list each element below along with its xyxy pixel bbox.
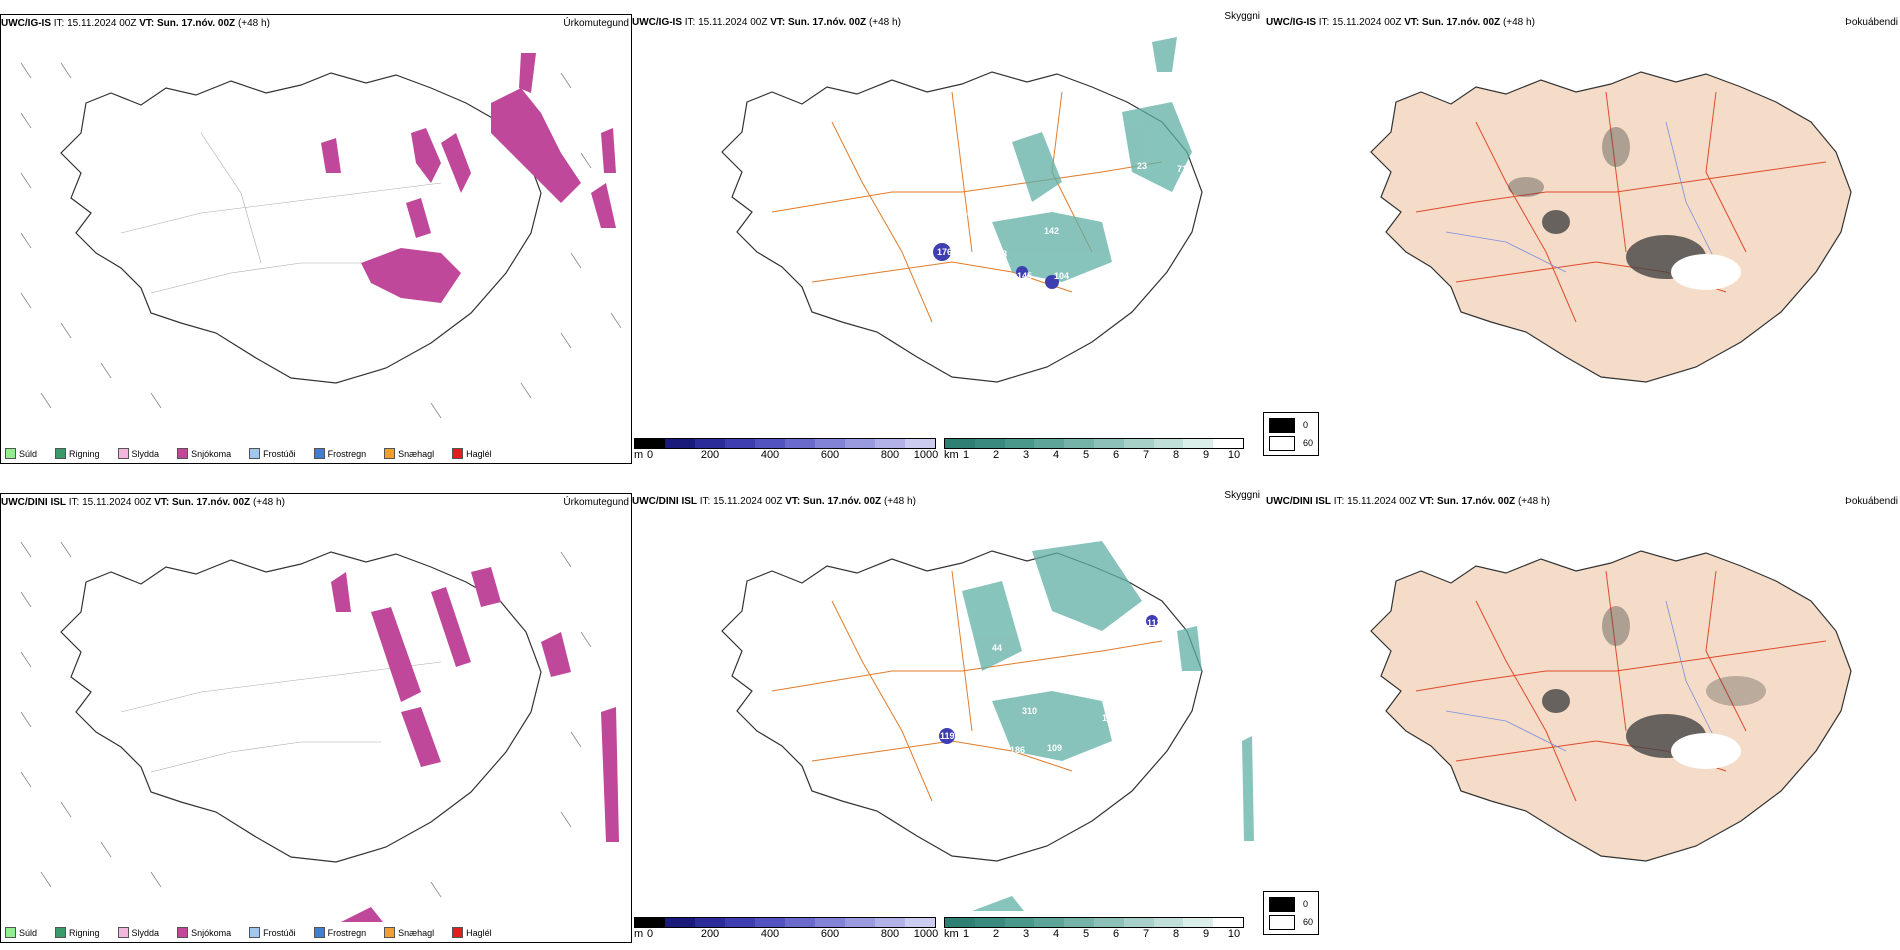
panel-title: Skyggni	[1224, 490, 1260, 501]
cloud-label: 128	[992, 249, 1007, 259]
legend-swatch	[313, 448, 325, 459]
fog-panel-bottom: UWC/DINI ISL IT: 15.11.2024 00Z VT: Sun.…	[1263, 493, 1900, 943]
legend-swatch	[452, 448, 464, 459]
cloud-label: 142	[1044, 226, 1059, 236]
cloud-label: 18	[967, 658, 977, 668]
cloud-label: 145	[1017, 271, 1032, 281]
cloud-label: 208	[962, 209, 977, 219]
cloud-label: 44	[992, 643, 1002, 653]
cloud-label: 23	[1137, 161, 1147, 171]
legend-item: Súld	[5, 448, 37, 459]
legend-item: Haglél	[452, 927, 492, 938]
legend-swatch	[177, 448, 189, 459]
visibility-colorbar: km 1 2 3 4 5 6 7 8 9 10	[944, 917, 1244, 942]
legend-swatch	[249, 927, 261, 938]
cloud-label: 23	[962, 154, 972, 164]
cloud-label: 104	[1054, 271, 1069, 281]
fog-map	[1370, 550, 1852, 862]
cloud-label: 236	[1112, 743, 1127, 753]
fog-map	[1370, 71, 1852, 383]
legend-swatch	[55, 927, 67, 938]
legend-item: Snjókoma	[177, 448, 231, 459]
legend-item: Frostregn	[313, 927, 366, 938]
fog-panel-top: UWC/IG-IS IT: 15.11.2024 00Z VT: Sun. 17…	[1263, 14, 1900, 464]
panel-header: UWC/DINI ISL IT: 15.11.2024 00Z VT: Sun.…	[1266, 496, 1550, 507]
legend-item: Rigning	[55, 927, 100, 938]
panel-title: Skyggni	[1224, 11, 1260, 22]
legend-swatch	[5, 927, 16, 938]
panel-title: Úrkomutegund	[563, 497, 629, 508]
precip-legend: Súld Rigning Slydda Snjókoma Frostúði Fr…	[5, 448, 506, 459]
fog-swatch	[1269, 435, 1295, 451]
panel-header: UWC/IG-IS IT: 15.11.2024 00Z VT: Sun. 17…	[1266, 17, 1535, 28]
legend-swatch	[384, 927, 396, 938]
cloud-label: 112	[1147, 618, 1162, 628]
fog-swatch	[1269, 914, 1295, 930]
legend-swatch	[313, 927, 325, 938]
panel-header: UWC/DINI ISL IT: 15.11.2024 00Z VT: Sun.…	[632, 496, 916, 507]
legend-item: Slydda	[117, 448, 159, 459]
legend-item: Slydda	[117, 927, 159, 938]
panel-title: Þokuábendi	[1845, 17, 1898, 28]
panel-title: Úrkomutegund	[563, 18, 629, 29]
precip-legend: Súld Rigning Slydda Snjókoma Frostúði Fr…	[5, 927, 506, 938]
legend-swatch	[55, 448, 67, 459]
lead-time: (+48 h)	[237, 18, 270, 29]
cloudbase-colorbar: m 0 200 400 600 800 1000	[634, 438, 938, 463]
fog-swatch	[1269, 417, 1295, 433]
panel-header: UWC/IG-IS IT: 15.11.2024 00Z VT: Sun. 17…	[1, 15, 631, 33]
cloud-panel-bottom: UWC/DINI ISL IT: 15.11.2024 00Z VT: Sun.…	[632, 490, 1262, 943]
legend-item: Haglél	[452, 448, 492, 459]
cloud-label: 229	[1037, 683, 1052, 693]
cloud-label: 186	[1010, 745, 1025, 755]
precip-map	[20, 53, 622, 419]
cloudbase-colorbar: m 0 200 400 600 800 1000	[634, 917, 938, 942]
legend-swatch	[177, 927, 189, 938]
cloud-label: 76	[1042, 638, 1052, 648]
cloud-label: 310	[1022, 706, 1037, 716]
legend-swatch	[117, 448, 129, 459]
cloud-panel-top: UWC/IG-IS IT: 15.11.2024 00Z VT: Sun. 17…	[632, 11, 1262, 464]
panel-header: UWC/DINI ISL IT: 15.11.2024 00Z VT: Sun.…	[1, 497, 285, 508]
cloud-label: 32	[987, 733, 997, 743]
legend-item: Snæhagl	[384, 927, 434, 938]
init-time: IT: 15.11.2024 00Z	[53, 18, 137, 29]
legend-item: Rigning	[55, 448, 100, 459]
legend-swatch	[117, 927, 129, 938]
legend-item: Snjókoma	[177, 927, 231, 938]
legend-swatch	[384, 448, 396, 459]
legend-item: Frostregn	[313, 448, 366, 459]
panel-header: UWC/IG-IS IT: 15.11.2024 00Z VT: Sun. 17…	[632, 17, 901, 28]
cloud-label: 222	[1087, 272, 1102, 282]
valid-time: VT: Sun. 17.nóv. 00Z	[139, 18, 236, 29]
legend-swatch	[249, 448, 261, 459]
cloud-map: 23 142 145 104 222 176 128 208 23 712	[721, 37, 1203, 383]
fog-legend: 0 60	[1263, 891, 1320, 935]
cloud-map: 112 44 76 18 229 310 186 109 190 236 119…	[721, 541, 1254, 911]
legend-swatch	[452, 927, 464, 938]
visibility-colorbar: km 1 2 3 4 5 6 7 8 9 10	[944, 438, 1244, 463]
fog-swatch	[1269, 896, 1295, 912]
legend-swatch	[5, 448, 16, 459]
legend-item: Snæhagl	[384, 448, 434, 459]
legend-item: Frostúði	[249, 448, 296, 459]
fog-legend: 0 60	[1263, 412, 1320, 456]
cloud-label: 712	[1177, 164, 1192, 174]
model-name: UWC/IG-IS	[1, 18, 51, 29]
precip-panel-top: UWC/IG-IS IT: 15.11.2024 00Z VT: Sun. 17…	[0, 14, 632, 464]
cloud-label: 119	[940, 731, 955, 741]
cloud-label: 190	[1102, 713, 1117, 723]
precip-panel-bottom: UWC/DINI ISL IT: 15.11.2024 00Z VT: Sun.…	[0, 493, 632, 943]
legend-item: Frostúði	[249, 927, 296, 938]
cloud-label: 176	[937, 247, 952, 257]
cloud-label: 109	[1047, 743, 1062, 753]
panel-title: Þokuábendi	[1845, 496, 1898, 507]
legend-item: Súld	[5, 927, 37, 938]
precip-map	[20, 541, 619, 922]
